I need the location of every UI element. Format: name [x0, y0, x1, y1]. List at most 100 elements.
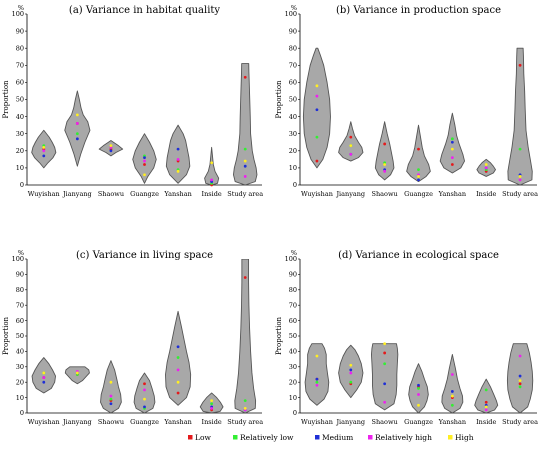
point-relatively-low-inside [484, 388, 488, 392]
point-medium-guangze [417, 178, 420, 182]
panel-c: 0 10 20 30 40 50 60 70 80 90 100% Proportion (c) Var… [2, 249, 263, 426]
y-tick-label: 20 [16, 378, 24, 386]
y-unit-label: % [18, 4, 24, 12]
y-tick-label: 70 [289, 301, 297, 309]
y-tick-label: 90 [16, 27, 24, 35]
point-medium-jianyang [75, 137, 79, 141]
point-low-study-area [243, 276, 247, 279]
point-high-wuyishan [42, 145, 46, 149]
point-high-study-area [243, 406, 247, 410]
point-high-jianyang [75, 113, 79, 117]
y-tick-label: 20 [289, 378, 297, 386]
x-tick-label: Inside [476, 190, 496, 198]
point-low-study-area [243, 75, 247, 79]
legend-item-medium: Medium [315, 433, 353, 442]
point-relatively-high-yanshan [176, 368, 180, 372]
point-low-shaowu [383, 351, 387, 355]
point-relatively-high-inside [210, 178, 214, 182]
point-medium-jianyang [349, 368, 353, 372]
x-tick-label: Wuyishan [301, 418, 333, 426]
legend-item-high: High [448, 433, 474, 442]
point-high-wuyishan [315, 84, 319, 88]
y-tick-label: 50 [289, 332, 297, 340]
violin-guangze [133, 372, 156, 413]
y-tick-label: 30 [289, 130, 297, 138]
x-tick-label: Yanshan [438, 190, 466, 198]
x-tick-label: Guangze [130, 418, 159, 426]
panel-title: (c) Variance in living space [76, 250, 213, 261]
legend-label: Low [195, 433, 211, 442]
point-low-guangze [417, 147, 420, 151]
y-tick-label: 10 [16, 164, 24, 172]
legend-swatch [315, 435, 320, 440]
y-unit-label: % [291, 249, 297, 257]
y-tick-label: 100 [285, 255, 297, 263]
x-tick-label: Study area [502, 190, 538, 198]
x-tick-label: Guangze [404, 190, 433, 198]
point-relatively-high-wuyishan [42, 376, 46, 379]
x-tick-label: Jianyang [335, 190, 365, 198]
y-tick-label: 10 [289, 394, 297, 402]
point-low-yanshan [450, 163, 454, 166]
violin-jianyang [338, 344, 364, 399]
point-low-jianyang [349, 135, 353, 139]
point-relatively-low-study-area [243, 147, 247, 151]
point-medium-wuyishan [315, 108, 319, 112]
point-high-guangze [143, 173, 146, 177]
point-high-yanshan [450, 394, 454, 398]
point-relatively-high-wuyishan [315, 383, 319, 387]
point-low-inside [484, 400, 488, 404]
point-relatively-low-yanshan [176, 356, 180, 359]
point-medium-wuyishan [315, 377, 319, 381]
y-unit-label: % [18, 249, 24, 257]
y-tick-label: 60 [289, 317, 297, 325]
point-high-study-area [518, 175, 522, 178]
panel-title: (a) Variance in habitat quality [69, 5, 221, 16]
legend-swatch [448, 435, 453, 440]
point-relatively-low-shaowu [109, 397, 113, 401]
point-high-study-area [518, 379, 522, 383]
point-relatively-high-guangze [143, 159, 146, 163]
x-tick-label: Jianyang [335, 418, 365, 426]
point-low-guangze [143, 163, 146, 166]
x-tick-label: Shaowu [98, 190, 124, 198]
violin-yanshan [441, 354, 464, 413]
point-medium-guangze [143, 405, 146, 409]
x-tick-label: Yanshan [438, 418, 466, 426]
x-tick-label: Shaowu [372, 418, 398, 426]
x-tick-label: Shaowu [98, 418, 124, 426]
point-relatively-high-jianyang [75, 122, 79, 125]
point-medium-shaowu [109, 402, 113, 406]
point-relatively-high-inside [484, 408, 488, 412]
point-relatively-low-yanshan [450, 137, 454, 141]
y-tick-label: 70 [16, 62, 24, 70]
x-tick-label: Inside [202, 418, 222, 426]
y-tick-label: 90 [289, 271, 297, 279]
y-tick-label: 40 [16, 348, 24, 356]
point-relatively-low-shaowu [383, 362, 387, 366]
point-high-inside [484, 163, 488, 166]
x-tick-label: Wuyishan [28, 190, 60, 198]
x-tick-label: Yanshan [163, 418, 191, 426]
point-medium-shaowu [109, 149, 113, 153]
y-tick-label: 100 [12, 255, 24, 263]
point-relatively-low-guangze [417, 168, 420, 172]
point-relatively-high-yanshan [450, 156, 454, 160]
x-tick-label: Guangze [130, 190, 159, 198]
point-high-yanshan [176, 380, 180, 384]
y-tick-label: 100 [12, 10, 24, 18]
y-tick-label: 40 [16, 113, 24, 121]
point-low-guangze [143, 382, 146, 386]
y-tick-label: 80 [289, 286, 297, 294]
violin-study-area [506, 343, 534, 413]
y-tick-label: 80 [16, 286, 24, 294]
point-medium-yanshan [176, 147, 180, 151]
y-tick-label: 50 [16, 332, 24, 340]
legend-label: Relatively low [240, 433, 294, 442]
panel-a: 0 10 20 30 40 50 60 70 80 90 100% Proportion (a) Var… [2, 4, 263, 198]
point-medium-shaowu [383, 382, 387, 386]
y-tick-label: 0 [293, 409, 297, 417]
y-tick-label: 60 [289, 79, 297, 87]
point-high-wuyishan [315, 354, 319, 358]
